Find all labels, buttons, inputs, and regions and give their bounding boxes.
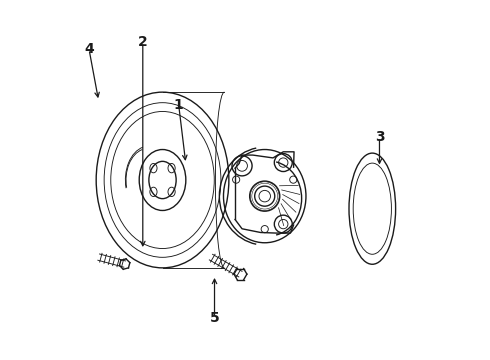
Text: 3: 3: [375, 130, 384, 144]
Text: 5: 5: [210, 311, 220, 325]
Text: 2: 2: [138, 35, 147, 49]
Text: 4: 4: [84, 42, 94, 56]
Text: 1: 1: [174, 98, 184, 112]
